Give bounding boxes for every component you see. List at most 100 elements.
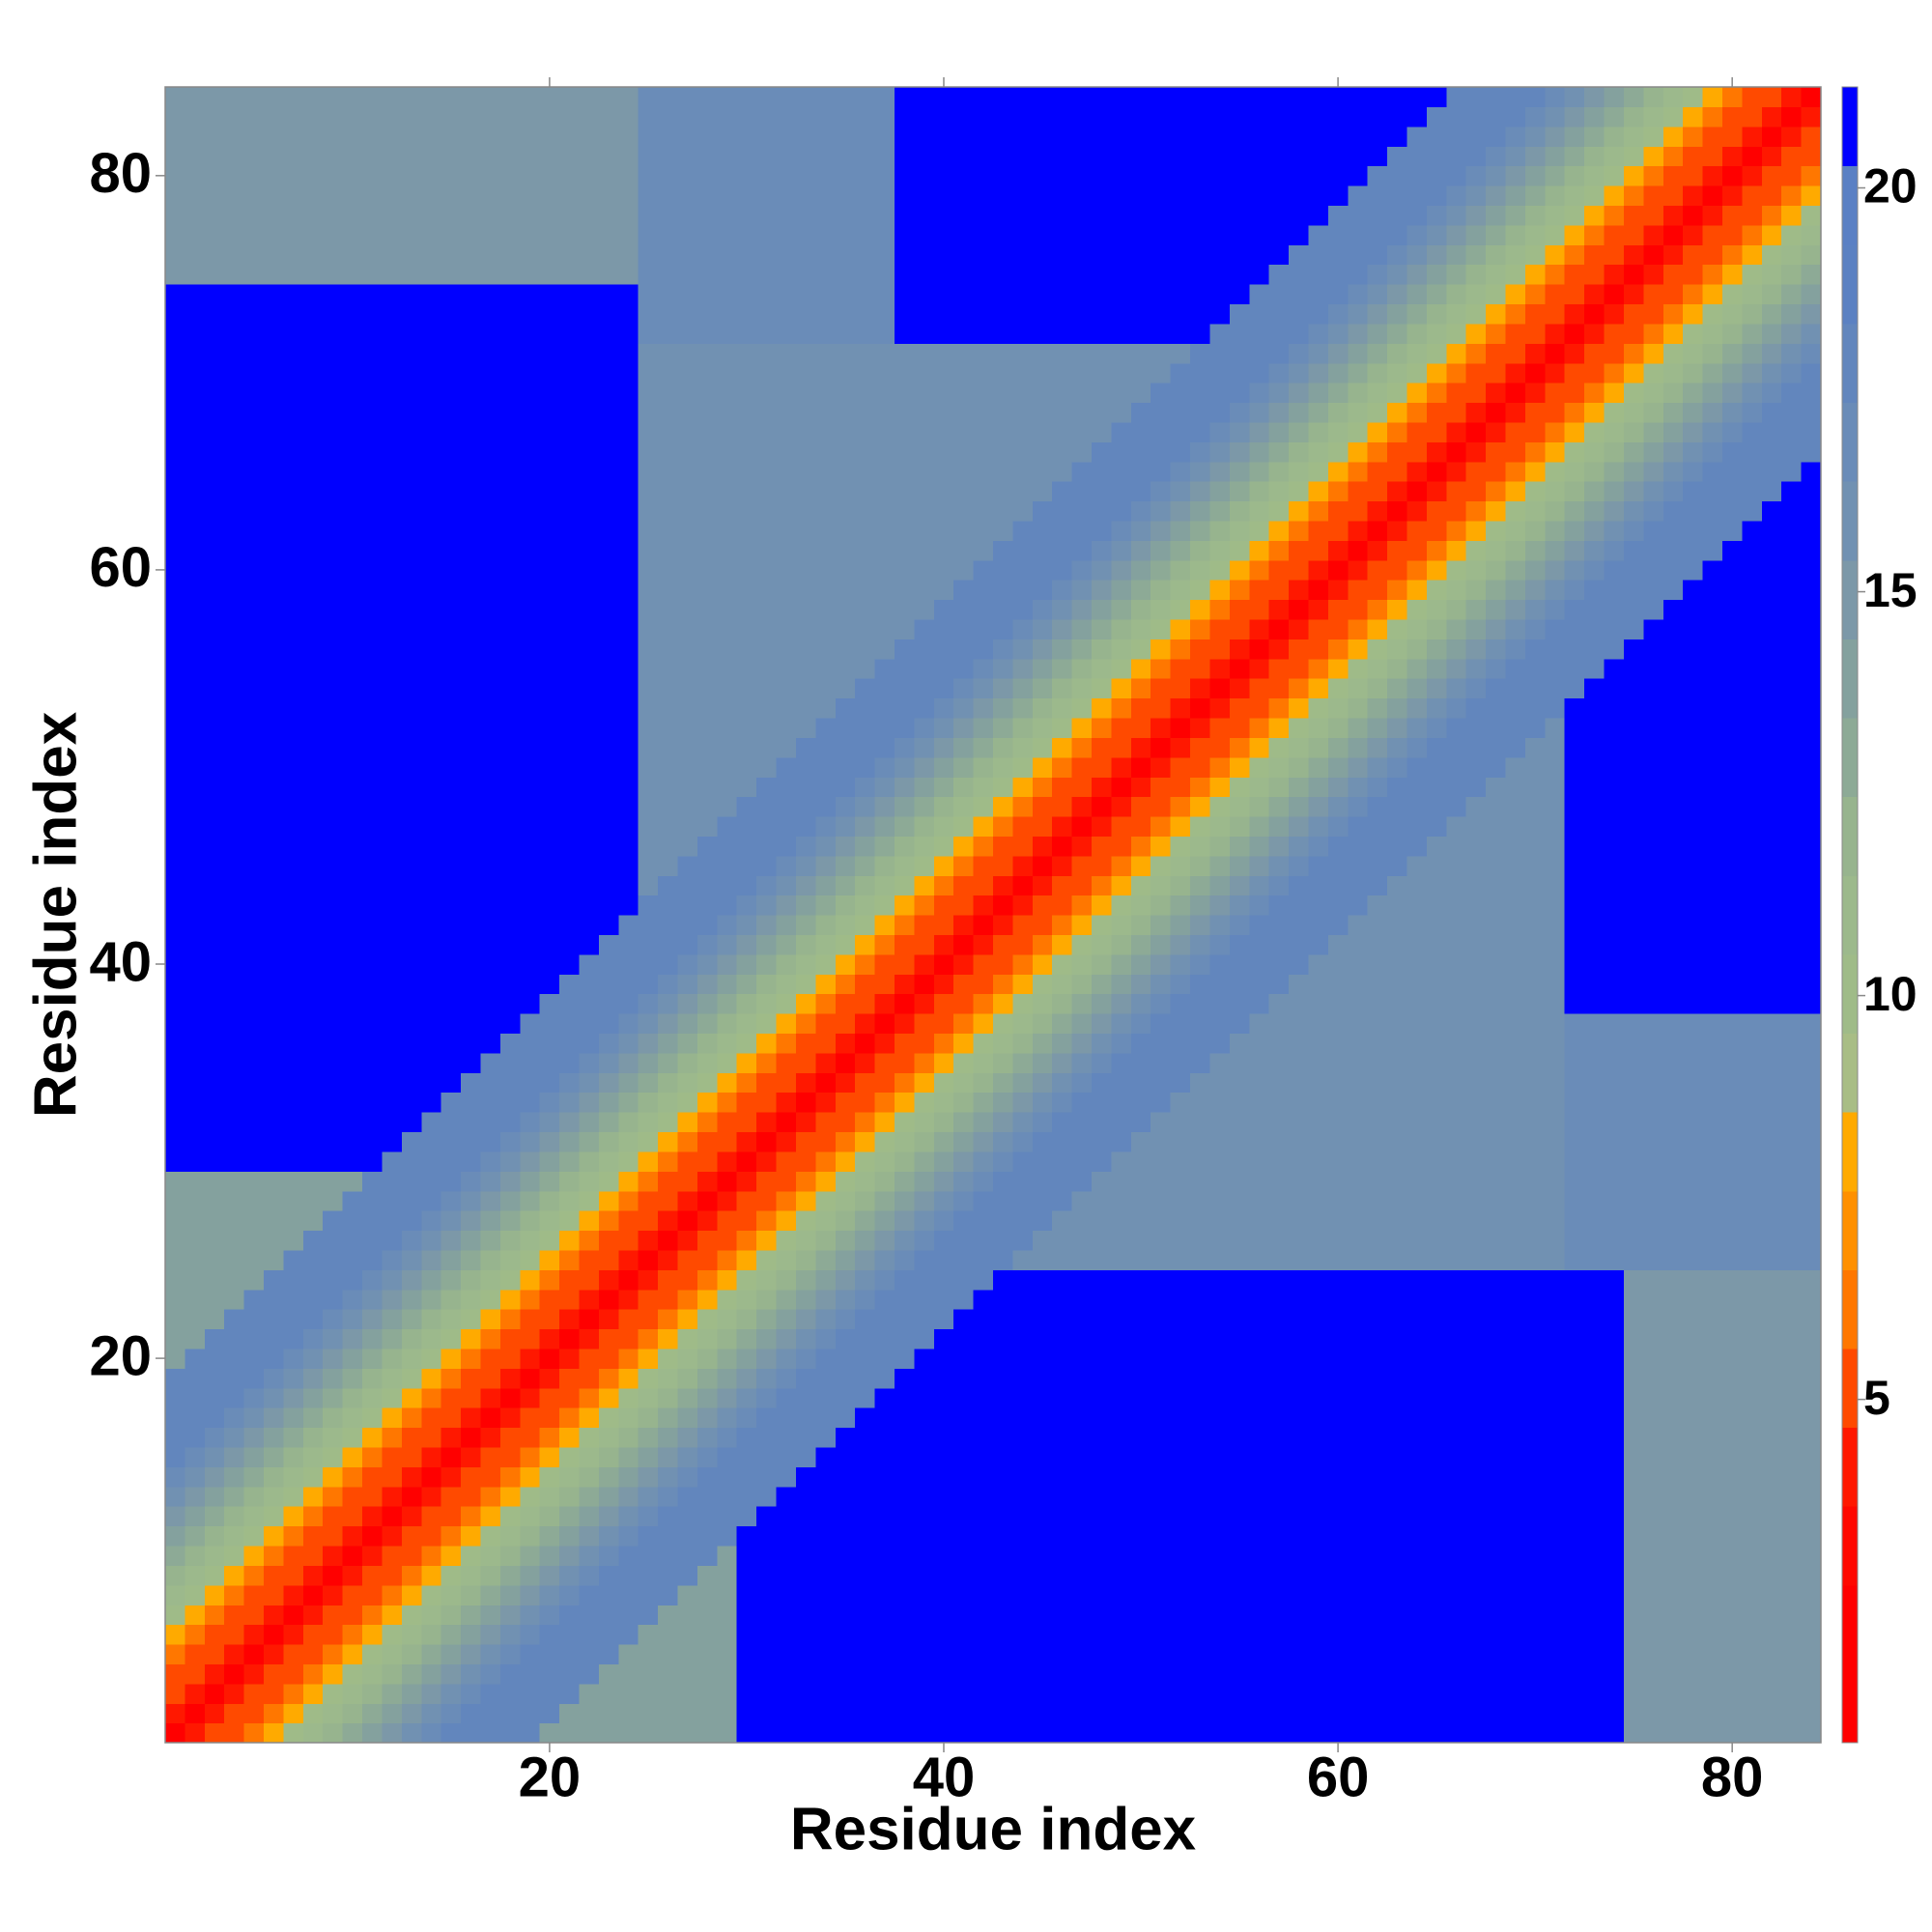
heatmap-cell (224, 697, 245, 719)
heatmap-cell (539, 1722, 560, 1744)
heatmap-cell (1052, 580, 1073, 601)
heatmap-cell (677, 796, 698, 817)
heatmap-cell (1584, 836, 1605, 857)
heatmap-cell (1406, 658, 1428, 679)
heatmap-cell (1367, 1427, 1388, 1448)
heatmap-cell (933, 815, 954, 837)
heatmap-cell (204, 1446, 225, 1467)
heatmap-cell (756, 717, 778, 738)
heatmap-cell (1465, 639, 1487, 660)
heatmap-cell (461, 815, 482, 837)
heatmap-cell (1151, 1387, 1172, 1408)
heatmap-cell (243, 1033, 265, 1054)
heatmap-cell (382, 993, 403, 1014)
heatmap-cell (598, 1210, 619, 1232)
heatmap-cell (1604, 1033, 1625, 1054)
heatmap-cell (204, 815, 225, 837)
heatmap-cell (1367, 1210, 1388, 1232)
heatmap-cell (1308, 777, 1329, 798)
heatmap-cell (499, 1289, 521, 1310)
heatmap-cell (1702, 1368, 1723, 1389)
heatmap-cell (185, 580, 206, 601)
heatmap-cell (1327, 1072, 1349, 1094)
heatmap-cell (914, 1427, 935, 1448)
heatmap-cell (559, 1210, 581, 1232)
heatmap-cell (756, 1190, 778, 1211)
heatmap-cell (953, 796, 975, 817)
heatmap-cell (1012, 580, 1034, 601)
heatmap-cell (1092, 1309, 1113, 1330)
heatmap-cell (1742, 717, 1763, 738)
heatmap-cell (914, 1624, 935, 1645)
heatmap-cell (1111, 836, 1132, 857)
heatmap-cell (914, 1605, 935, 1626)
heatmap-cell (1683, 1506, 1704, 1527)
heatmap-cell (1683, 1190, 1704, 1211)
heatmap-cell (1249, 953, 1270, 975)
heatmap-cell (264, 1427, 285, 1448)
heatmap-cell (835, 1683, 856, 1704)
heatmap-cell (539, 934, 560, 955)
heatmap-cell (559, 1643, 581, 1664)
heatmap-cell (933, 1289, 954, 1310)
heatmap-cell (362, 836, 384, 857)
heatmap-cell (539, 1446, 560, 1467)
heatmap-cell (1151, 1230, 1172, 1251)
heatmap-cell (1465, 618, 1487, 639)
heatmap-cell (1327, 658, 1349, 679)
heatmap-cell (717, 1722, 738, 1744)
heatmap-cell (835, 1190, 856, 1211)
heatmap-cell (204, 1072, 225, 1094)
heatmap-cell (1052, 1643, 1073, 1664)
heatmap-cell (165, 1703, 186, 1724)
heatmap-cell (1801, 1643, 1822, 1664)
heatmap-cell (1426, 1584, 1447, 1605)
heatmap-cell (362, 678, 384, 699)
heatmap-cell (204, 599, 225, 620)
heatmap-cell (696, 875, 718, 896)
heatmap-cell (243, 934, 265, 955)
heatmap-cell (1545, 1643, 1566, 1664)
heatmap-cell (1545, 1368, 1566, 1389)
heatmap-cell (1801, 953, 1822, 975)
heatmap-cell (1505, 1446, 1526, 1467)
heatmap-cell (815, 580, 837, 601)
heatmap-cell (855, 974, 876, 995)
heatmap-cell (1052, 1368, 1073, 1389)
heatmap-cell (185, 639, 206, 660)
heatmap-cell (1721, 1151, 1743, 1172)
heatmap-cell (1623, 1269, 1644, 1291)
heatmap-cell (1032, 756, 1053, 778)
heatmap-cell (1564, 1052, 1585, 1073)
heatmap-cell (717, 1584, 738, 1605)
heatmap-cell (1702, 1506, 1723, 1527)
heatmap-cell (323, 756, 344, 778)
heatmap-cell (1623, 717, 1644, 738)
heatmap-cell (855, 1722, 876, 1744)
heatmap-cell (1781, 1013, 1803, 1035)
heatmap-cell (855, 796, 876, 817)
heatmap-cell (993, 618, 1014, 639)
heatmap-cell (559, 953, 581, 975)
heatmap-cell (1249, 1584, 1270, 1605)
heatmap-cell (874, 953, 895, 975)
heatmap-cell (717, 737, 738, 758)
heatmap-cell (1486, 1703, 1507, 1724)
heatmap-cell (499, 639, 521, 660)
heatmap-cell (1486, 697, 1507, 719)
heatmap-cell (1486, 993, 1507, 1014)
heatmap-cell (1209, 1348, 1231, 1369)
heatmap-cell (696, 1013, 718, 1035)
heatmap-cell (1012, 1368, 1034, 1389)
heatmap-cell (283, 678, 304, 699)
heatmap-cell (1092, 1033, 1113, 1054)
heatmap-cell (382, 717, 403, 738)
heatmap-cell (1781, 737, 1803, 758)
heatmap-cell (1092, 1565, 1113, 1586)
heatmap-cell (1190, 1348, 1211, 1369)
heatmap-cell (440, 1525, 462, 1547)
heatmap-cell (520, 855, 541, 876)
heatmap-cell (1289, 1643, 1310, 1664)
heatmap-cell (933, 953, 954, 975)
heatmap-cell (1721, 1525, 1743, 1547)
